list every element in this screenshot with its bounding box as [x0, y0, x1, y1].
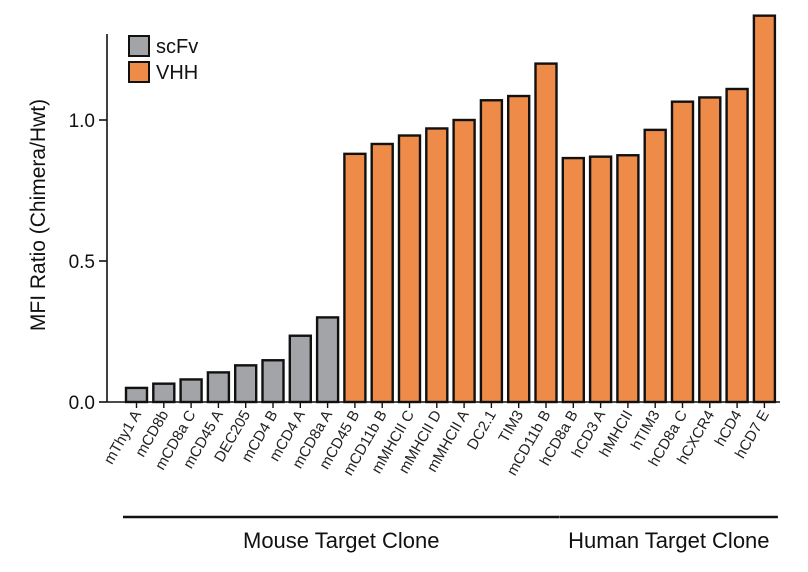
bar [479, 99, 504, 404]
bar [752, 14, 777, 404]
bar [588, 155, 613, 404]
legend-swatch [128, 61, 150, 83]
y-tick-label: 0.5 [69, 252, 95, 273]
bar [698, 96, 722, 404]
y-axis-title: MFI Ratio (Chimera/Hwt) [27, 99, 50, 331]
bar [643, 128, 667, 404]
legend-label: scFv [156, 36, 198, 58]
bar [670, 100, 695, 404]
x-tick-label: mThy1 A [101, 408, 145, 468]
group-label: Human Target Clone [568, 528, 769, 553]
bar [370, 142, 394, 404]
y-tick-label: 0.0 [69, 393, 95, 414]
legend-label: VHH [156, 62, 198, 84]
bars [124, 14, 777, 408]
bar [152, 382, 176, 404]
bar [452, 118, 476, 404]
bar [261, 359, 285, 404]
bar [206, 371, 231, 404]
bar [534, 62, 558, 404]
legend: scFv VHH [128, 35, 198, 84]
bar [397, 134, 422, 404]
group-brackets: Mouse Target Clone Human Target Clone [123, 515, 778, 553]
bar [616, 154, 640, 404]
bar [561, 156, 585, 404]
bar [507, 94, 531, 404]
bar [233, 364, 258, 404]
bar [425, 127, 449, 404]
bar [315, 316, 340, 404]
y-tick-label: 1.0 [69, 111, 95, 132]
group-label: Mouse Target Clone [243, 528, 440, 553]
bar [343, 152, 367, 404]
bar [288, 334, 312, 404]
legend-swatch [128, 35, 150, 57]
bar [179, 378, 203, 404]
bar [725, 87, 749, 404]
bar [124, 386, 149, 404]
